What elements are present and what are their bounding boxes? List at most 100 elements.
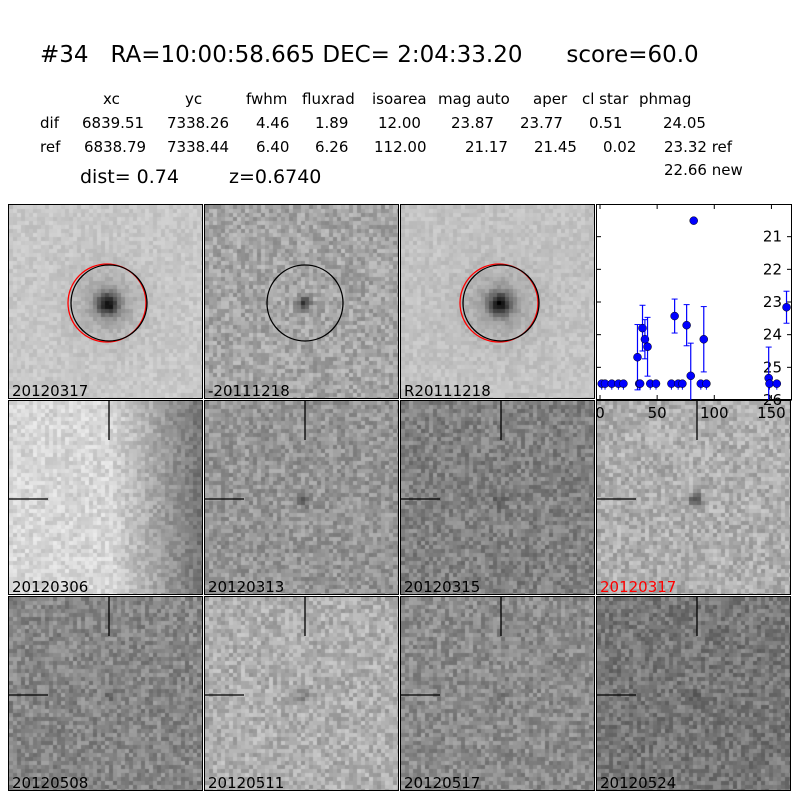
image-stamp: -20111218	[204, 204, 399, 399]
stamp-date-label: 20120511	[208, 774, 285, 791]
upper-limit-point	[651, 379, 661, 388]
upper-limit-point	[772, 379, 782, 388]
image-stamp: 20120317	[596, 400, 791, 595]
column-header: fwhm	[246, 90, 288, 108]
data-point	[686, 371, 695, 381]
table-cell: 21.17	[465, 138, 508, 156]
stamp-image	[205, 401, 398, 594]
image-stamp: 20120313	[204, 400, 399, 595]
data-point	[670, 311, 679, 321]
data-point	[682, 320, 691, 330]
image-stamp: R20111218	[400, 204, 595, 399]
table-cell: 23.77	[520, 114, 563, 132]
y-tick-label: 21	[763, 228, 782, 246]
upper-limit-point	[619, 379, 628, 388]
candidate-id: #34	[40, 42, 89, 68]
stamp-date-label: 20120315	[404, 578, 481, 595]
row-label: dif	[40, 114, 59, 132]
x-tick-label: 50	[648, 404, 667, 422]
light-curve-plot: 21 22 23 24 25 26 0 50 100 150	[596, 204, 792, 422]
data-point	[633, 352, 642, 362]
stamp-date-label: 20120313	[208, 578, 285, 595]
dec: DEC= 2:04:33.20	[322, 42, 523, 68]
redshift: z=0.6740	[229, 166, 322, 188]
stamp-image	[205, 597, 398, 790]
dist: dist= 0.74	[80, 166, 179, 188]
table-cell: 0.02	[603, 138, 637, 156]
column-header: fluxrad	[302, 90, 355, 108]
data-point	[643, 342, 652, 352]
image-stamp: 20120306	[8, 400, 203, 595]
stamp-date-label: 20120517	[404, 774, 481, 791]
title: #34 RA=10:00:58.665 DEC= 2:04:33.20 scor…	[40, 42, 699, 68]
table-cell: 7338.44	[167, 138, 230, 156]
row-label: ref	[40, 138, 61, 156]
table-cell: 21.45	[534, 138, 577, 156]
table-cell: 6838.79	[84, 138, 147, 156]
data-point	[640, 334, 650, 344]
column-header: isoarea	[372, 90, 427, 108]
stamp-image	[597, 597, 790, 790]
y-tick-label: 24	[763, 326, 782, 344]
column-header: mag auto	[438, 90, 510, 108]
image-stamp: 20120517	[400, 596, 595, 791]
red-aperture-circle	[67, 263, 147, 343]
plot-frame	[596, 204, 792, 400]
table-cell: 6.40	[256, 138, 290, 156]
data-point	[782, 302, 791, 312]
table-cell: 6839.51	[82, 114, 145, 132]
column-header: aper	[533, 90, 568, 108]
column-header: cl star	[582, 90, 629, 108]
stamp-image	[401, 205, 594, 398]
image-stamp: 20120508	[8, 596, 203, 791]
ra: RA=10:00:58.665	[110, 42, 316, 68]
image-stamp: 20120524	[596, 596, 791, 791]
upper-limit-point	[765, 379, 774, 388]
table-cell: 24.05	[663, 114, 706, 132]
stamp-date-label: R20111218	[404, 382, 491, 399]
stamp-date-label: 20120317	[600, 578, 677, 595]
stamp-date-label: -20111218	[208, 382, 290, 399]
score: score=60.0	[566, 42, 699, 68]
table-cell: 12.00	[378, 114, 421, 132]
y-tick-label: 26	[763, 391, 782, 409]
table-cell: 0.51	[589, 114, 623, 132]
red-aperture-circle	[459, 263, 539, 343]
upper-limit-point	[678, 379, 687, 388]
stamp-date-label: 20120508	[12, 774, 89, 791]
y-tick-label: 25	[763, 358, 782, 376]
image-stamp: 20120315	[400, 400, 595, 595]
black-aperture-circle	[266, 264, 344, 342]
column-header: xc	[103, 90, 120, 108]
x-tick-label: 100	[700, 404, 729, 422]
stamp-image	[401, 401, 594, 594]
table-cell: 112.00	[374, 138, 427, 156]
y-tick-label: 22	[763, 260, 782, 278]
upper-limit-point	[635, 379, 645, 388]
black-aperture-circle	[462, 264, 540, 342]
image-stamp: 20120511	[204, 596, 399, 791]
column-header: phmag	[639, 90, 692, 108]
upper-limit-point	[702, 379, 711, 388]
table-cell: 23.32 ref	[664, 138, 733, 156]
x-tick-label: 0	[596, 404, 605, 422]
data-point	[689, 216, 698, 225]
table-cell: 1.89	[315, 114, 349, 132]
x-tick-label: 150	[757, 404, 786, 422]
stamp-image	[9, 597, 202, 790]
stamp-date-label: 20120317	[12, 382, 89, 399]
stamp-date-label: 20120306	[12, 578, 89, 595]
black-aperture-circle	[70, 264, 148, 342]
table-cell: 6.26	[315, 138, 349, 156]
phmag-new: 22.66 new	[664, 161, 743, 179]
table-cell: 23.87	[451, 114, 494, 132]
stamp-image	[597, 401, 790, 594]
stamp-image	[9, 205, 202, 398]
column-header: yc	[185, 90, 203, 108]
y-tick-label: 23	[763, 293, 782, 311]
stamp-image	[205, 205, 398, 398]
stamp-image	[401, 597, 594, 790]
table-cell: 4.46	[256, 114, 290, 132]
table-cell: 7338.26	[167, 114, 230, 132]
